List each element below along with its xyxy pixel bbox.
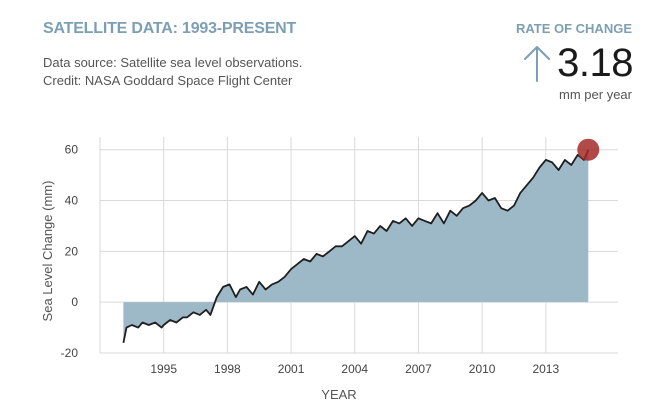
ticks-layer: -20 0 20 40 60 1995 1998 2001 2004 2007 2010 2013 (61, 143, 560, 376)
y-tick-label: -20 (61, 346, 79, 360)
arrow-up-icon (524, 46, 551, 82)
area-fill (123, 149, 589, 343)
x-axis-title: YEAR (321, 387, 356, 402)
data-source-line: Data source: Satellite sea level observa… (43, 55, 303, 70)
series-line (122, 149, 590, 343)
y-axis-title: Sea Level Change (mm) (40, 181, 55, 322)
x-tick-label: 2010 (469, 362, 496, 376)
rate-of-change-label: RATE OF CHANGE (515, 21, 632, 36)
x-tick-label: 1998 (214, 362, 241, 376)
rate-value: 3.18 (557, 41, 633, 85)
x-tick-label: 2001 (278, 362, 305, 376)
credit-line: Credit: NASA Goddard Space Flight Center (43, 73, 293, 88)
x-tick-label: 1995 (150, 362, 177, 376)
rate-unit: mm per year (559, 87, 632, 102)
chart-title: SATELLITE DATA: 1993-PRESENT (43, 20, 297, 37)
data-source-note: Data source: Satellite sea level observa… (43, 54, 302, 90)
latest-value-marker[interactable] (577, 138, 600, 161)
x-tick-label: 2004 (341, 362, 368, 376)
arrow-up-shape (524, 46, 551, 82)
y-tick-label: 0 (71, 295, 78, 309)
x-tick-label: 2007 (405, 362, 432, 376)
y-tick-label: 60 (65, 143, 79, 157)
rate-of-change: 3.18 (521, 40, 633, 86)
x-tick-label: 2013 (532, 362, 559, 376)
y-tick-label: 40 (65, 194, 79, 208)
y-tick-label: 20 (65, 244, 79, 258)
